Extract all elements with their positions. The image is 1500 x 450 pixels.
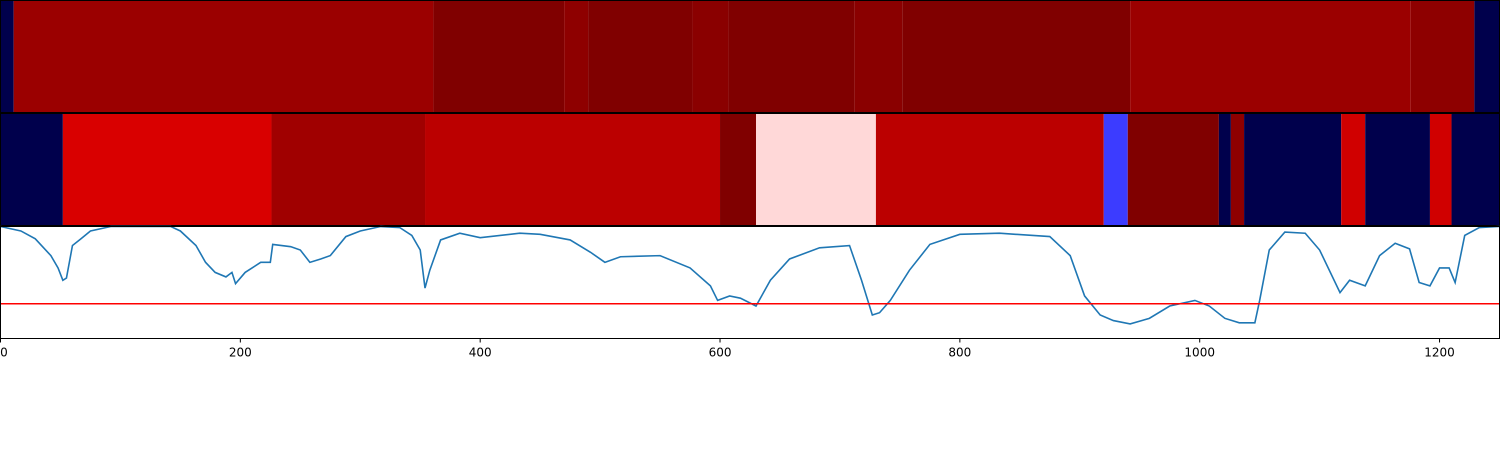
x-tick-label: 600 [709,346,732,360]
strip-segment [854,0,903,113]
strip-segment [62,113,272,226]
strip-segment [588,0,693,113]
data-line [0,225,1500,325]
strip-segment [13,0,434,113]
strip-segment [755,113,876,226]
strip-segment [1130,0,1411,113]
strip-segment [1103,113,1128,226]
strip-segment [728,0,855,113]
x-tick-label: 200 [229,346,252,360]
strip-segment [1451,113,1500,226]
strip-segment [1365,113,1430,226]
strip-segment [1429,113,1452,226]
x-tick-label: 1200 [1424,346,1455,360]
strip-segment [433,0,565,113]
x-tick-label: 400 [469,346,492,360]
strip-segment [564,0,589,113]
strip-segment [1230,113,1245,226]
strip-segment [1218,113,1231,226]
strip-segment [0,0,14,113]
strip-segment [271,113,426,226]
strip-segment [1410,0,1475,113]
strip-segment [692,0,729,113]
strip-segment [720,113,756,226]
strip-segment [1474,0,1500,113]
strip-segment [1244,113,1342,226]
strip-segment [875,113,1104,226]
x-tick-label: 1000 [1184,346,1215,360]
strip-segment [0,113,63,226]
x-tick-label: 0 [0,346,8,360]
strip-segment [902,0,1131,113]
strip-segment [425,113,721,226]
strip-segment [1341,113,1366,226]
strip-segment [1127,113,1219,226]
x-tick-label: 800 [948,346,971,360]
